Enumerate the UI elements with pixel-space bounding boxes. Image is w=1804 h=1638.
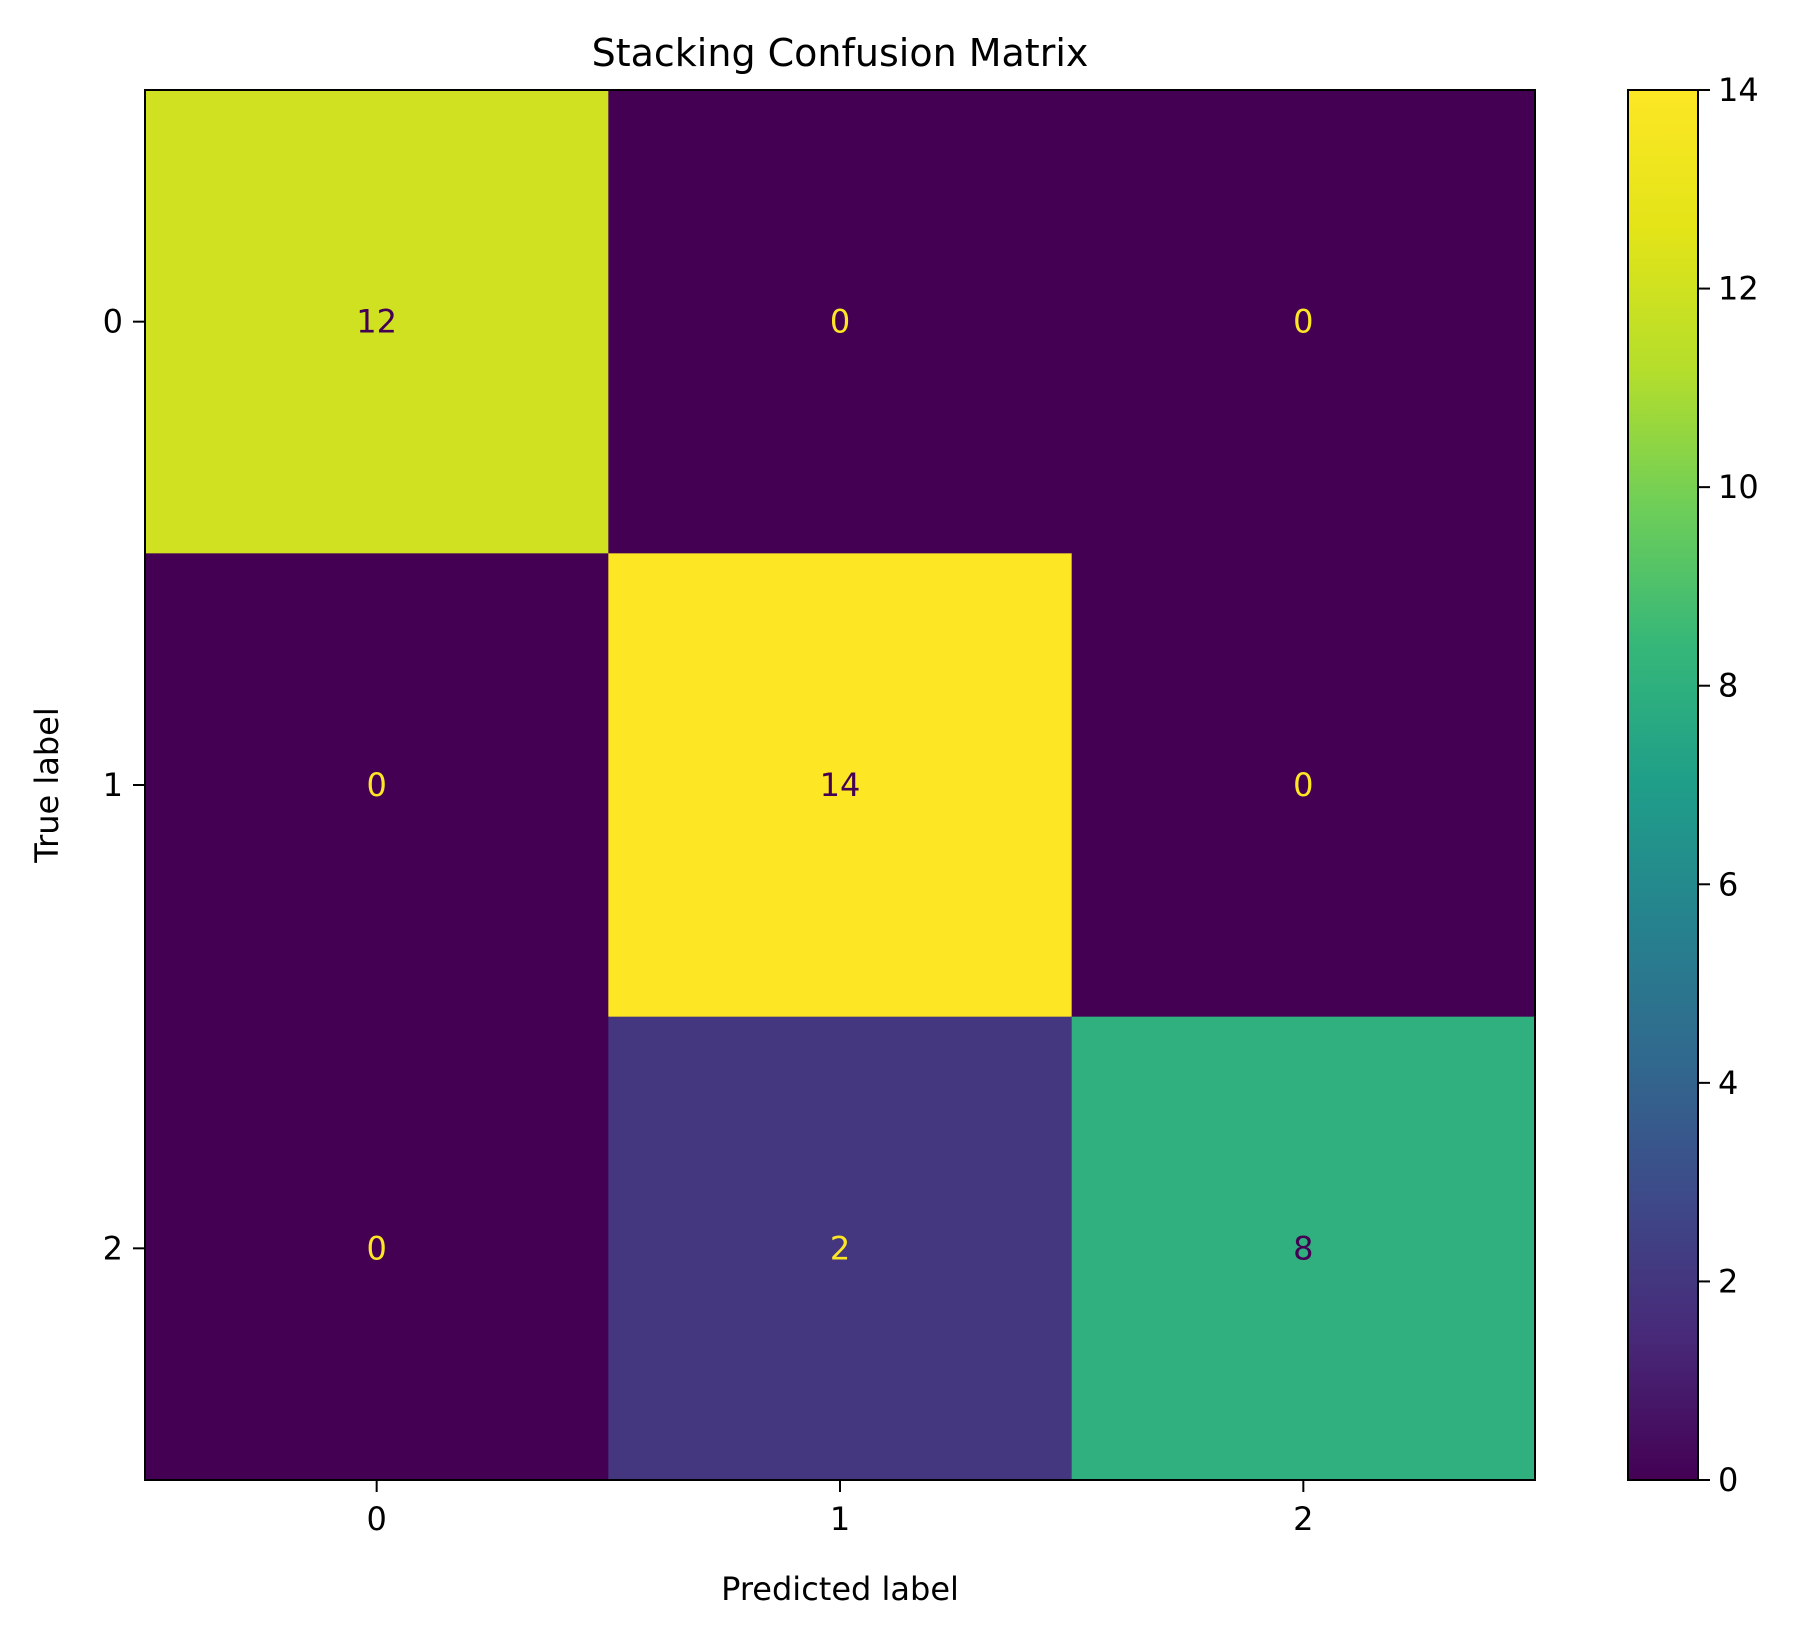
colorbar-tick-label: 10 [1718, 468, 1759, 506]
colorbar-tick-label: 14 [1718, 71, 1759, 109]
heatmap-cell-r0-c0 [145, 90, 609, 554]
y-tick-label: 1 [103, 766, 123, 804]
heatmap-cell-labels: 12 0 0 0 14 0 0 2 8 [356, 303, 1313, 1268]
y-axis-ticks: 0 1 2 [103, 303, 145, 1267]
heatmap-cells [145, 90, 1536, 1481]
chart-title: Stacking Confusion Matrix [592, 31, 1089, 75]
colorbar [1627, 89, 1699, 1481]
cell-value-r0-c0: 12 [356, 303, 397, 341]
heatmap-cell-r0-c1 [608, 90, 1073, 554]
x-tick-label: 1 [830, 1500, 850, 1538]
x-tick-label: 0 [366, 1500, 386, 1538]
cell-value-r1-c0: 0 [366, 766, 386, 804]
colorbar-tick-label: 0 [1718, 1461, 1738, 1499]
x-axis-ticks: 0 1 2 [366, 1480, 1314, 1538]
colorbar-tick-label: 6 [1718, 865, 1738, 903]
heatmap-cell-r2-c1 [608, 1016, 1073, 1481]
cell-value-r2-c1: 2 [830, 1229, 850, 1267]
cell-value-r2-c0: 0 [366, 1229, 386, 1267]
x-axis-label: Predicted label [721, 1570, 959, 1608]
heatmap-cell-r1-c2 [1071, 553, 1536, 1018]
heatmap-cell-r1-c1 [608, 553, 1073, 1018]
heatmap-cell-r2-c0 [145, 1016, 609, 1481]
colorbar-tick-label: 4 [1718, 1064, 1738, 1102]
cell-value-r2-c2: 8 [1293, 1229, 1313, 1267]
y-axis-label: True label [28, 707, 66, 864]
cell-value-r1-c1: 14 [820, 766, 861, 804]
heatmap-cell-r1-c0 [145, 553, 609, 1018]
x-tick-label: 2 [1293, 1500, 1313, 1538]
colorbar-ticks: 0 2 4 6 8 10 12 14 [1698, 71, 1759, 1499]
cell-value-r0-c2: 0 [1293, 303, 1313, 341]
y-tick-label: 0 [103, 303, 123, 341]
cell-value-r1-c2: 0 [1293, 766, 1313, 804]
cell-value-r0-c1: 0 [830, 303, 850, 341]
colorbar-tick-label: 12 [1718, 270, 1759, 308]
colorbar-tick-label: 2 [1718, 1262, 1738, 1300]
heatmap-cell-r2-c2 [1071, 1016, 1536, 1481]
colorbar-tick-label: 8 [1718, 667, 1738, 705]
heatmap-cell-r0-c2 [1071, 90, 1536, 554]
y-tick-label: 2 [103, 1229, 123, 1267]
